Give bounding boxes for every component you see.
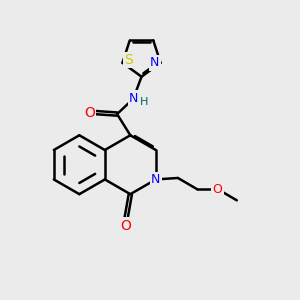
Text: H: H [140, 97, 149, 107]
Text: N: N [150, 56, 159, 69]
Text: O: O [213, 183, 223, 196]
Text: O: O [121, 219, 131, 233]
Text: S: S [124, 53, 133, 67]
Text: O: O [84, 106, 95, 120]
Text: N: N [151, 173, 160, 186]
Text: N: N [129, 92, 139, 105]
